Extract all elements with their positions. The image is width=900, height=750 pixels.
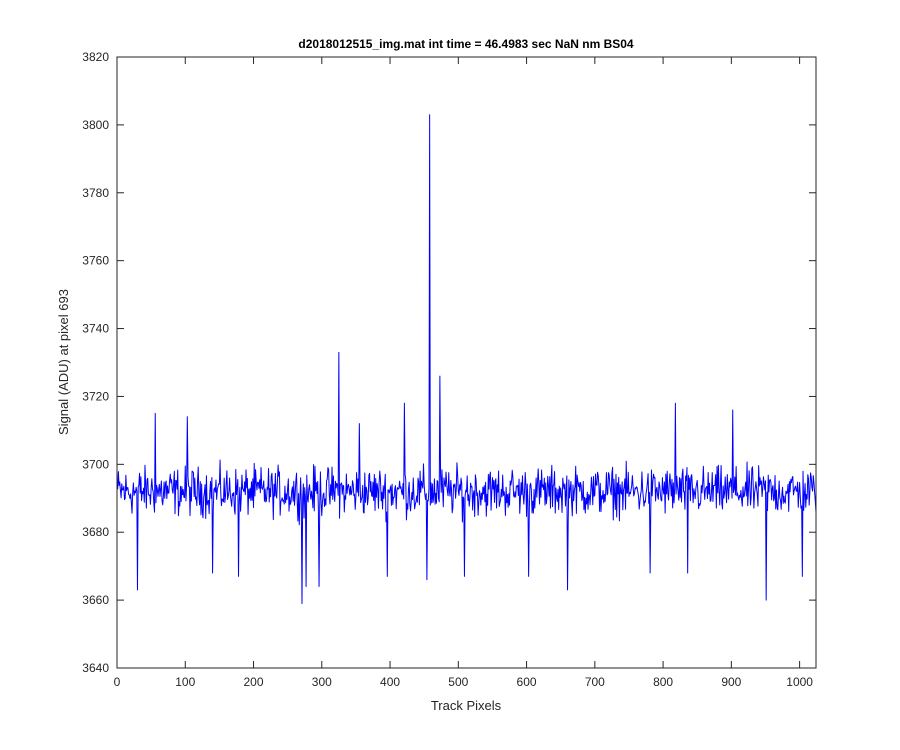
y-tick-label: 3820 bbox=[82, 50, 109, 64]
y-ticks: 3640 3660 3680 3700 3720 3740 3760 3780 3800 3820 bbox=[82, 50, 816, 675]
axes-box bbox=[116, 56, 817, 669]
x-tick-label: 800 bbox=[653, 675, 673, 689]
y-axis-label: Signal (ADU) at pixel 693 bbox=[56, 289, 71, 435]
x-tick-label: 0 bbox=[114, 675, 121, 689]
signal-series-line bbox=[117, 114, 817, 605]
x-tick-label: 700 bbox=[585, 675, 605, 689]
y-tick-label: 3640 bbox=[82, 661, 109, 675]
x-tick-label: 1000 bbox=[786, 675, 813, 689]
y-tick-label: 3680 bbox=[82, 525, 109, 539]
y-tick-label: 3780 bbox=[82, 186, 109, 200]
x-tick-label: 100 bbox=[175, 675, 195, 689]
y-tick-label: 3800 bbox=[82, 118, 109, 132]
y-tick-label: 3720 bbox=[82, 389, 109, 403]
x-ticks: 0 100 200 300 400 500 600 700 800 900 1000 bbox=[114, 57, 813, 689]
x-tick-label: 500 bbox=[448, 675, 468, 689]
y-tick-label: 3760 bbox=[82, 254, 109, 268]
chart-title: d2018012515_img.mat int time = 46.4983 s… bbox=[298, 37, 634, 51]
x-tick-label: 300 bbox=[312, 675, 332, 689]
x-axis-label: Track Pixels bbox=[431, 698, 502, 713]
plot-area bbox=[117, 57, 816, 668]
y-tick-label: 3700 bbox=[82, 457, 109, 471]
y-tick-label: 3740 bbox=[82, 322, 109, 336]
y-tick-label: 3660 bbox=[82, 593, 109, 607]
x-tick-label: 400 bbox=[380, 675, 400, 689]
x-tick-label: 600 bbox=[517, 675, 537, 689]
x-tick-label: 900 bbox=[721, 675, 741, 689]
x-tick-label: 200 bbox=[244, 675, 264, 689]
series-group bbox=[117, 114, 817, 605]
